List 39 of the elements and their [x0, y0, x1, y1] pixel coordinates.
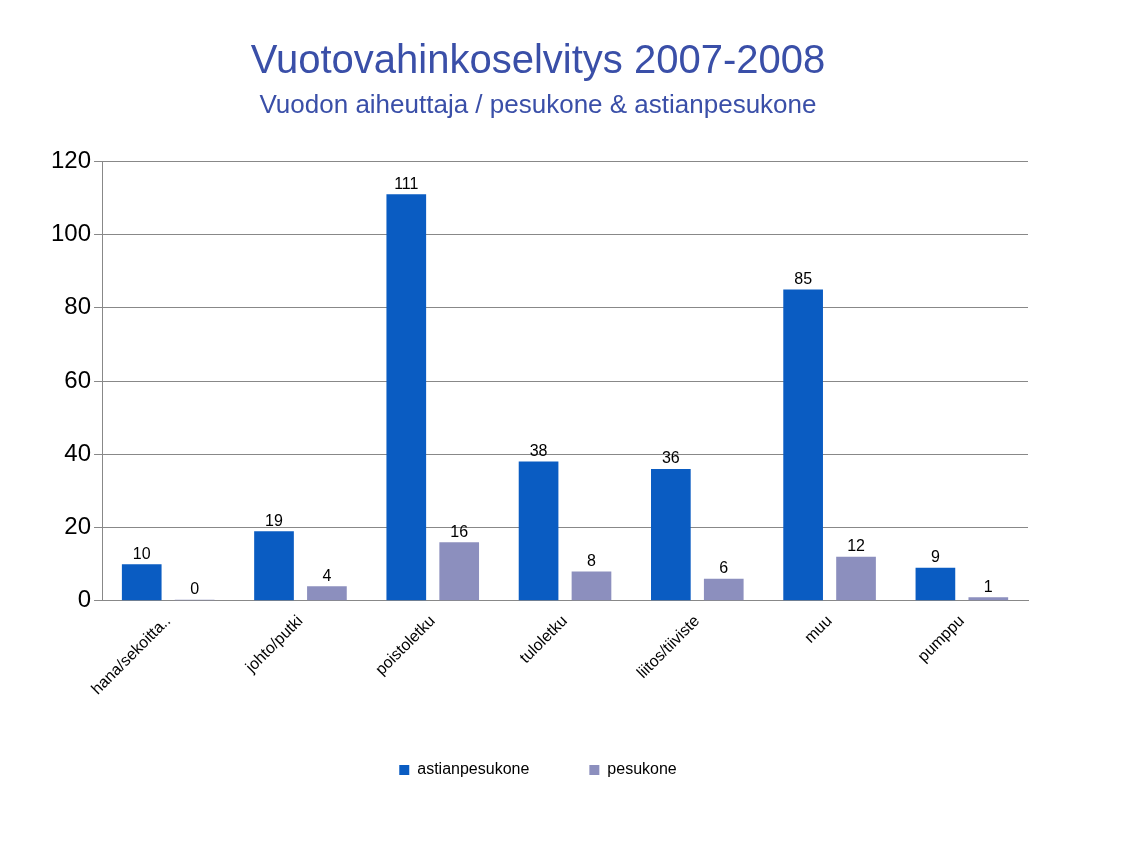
chart-title: Vuotovahinkoselvitys 2007-2008: [250, 37, 826, 82]
data-label: 4: [322, 566, 332, 584]
chart-subtitle: Vuodon aiheuttaja / pesukone & astianpesukone: [259, 88, 817, 119]
y-tick-label: 100: [51, 219, 92, 247]
data-label: 0: [190, 580, 200, 598]
bar: [651, 468, 691, 601]
bar: [439, 542, 480, 601]
y-tick-label: 40: [64, 438, 92, 466]
data-label: 9: [930, 548, 940, 566]
data-label: 16: [450, 522, 469, 540]
data-label: 111: [394, 174, 419, 192]
bar: [968, 597, 1009, 601]
y-tick-label: 80: [64, 292, 92, 320]
bar: [783, 289, 823, 601]
data-label: 6: [719, 559, 729, 577]
bar: [571, 571, 612, 601]
bar: [703, 578, 744, 601]
bar: [915, 567, 956, 601]
data-label: 8: [587, 551, 597, 569]
bar: [307, 586, 347, 601]
data-label: 12: [847, 537, 866, 555]
data-label: 10: [132, 544, 151, 562]
data-label: 19: [265, 511, 284, 529]
bar: [121, 564, 162, 601]
data-label: 38: [529, 442, 548, 460]
bar: [836, 556, 876, 601]
bar: [386, 194, 427, 601]
data-label: 1: [983, 577, 993, 595]
bar: [254, 531, 294, 601]
legend-label: astianpesukone: [417, 760, 530, 778]
y-tick-label: 120: [51, 145, 92, 173]
data-label: 36: [661, 449, 680, 467]
y-tick-label: 60: [64, 365, 92, 393]
data-label: 85: [794, 269, 813, 287]
x-tick-label: muu: [800, 611, 835, 646]
y-tick-label: 20: [64, 512, 92, 540]
legend-label: pesukone: [607, 760, 677, 778]
y-tick-label: 0: [77, 585, 92, 613]
bar: [518, 461, 559, 601]
